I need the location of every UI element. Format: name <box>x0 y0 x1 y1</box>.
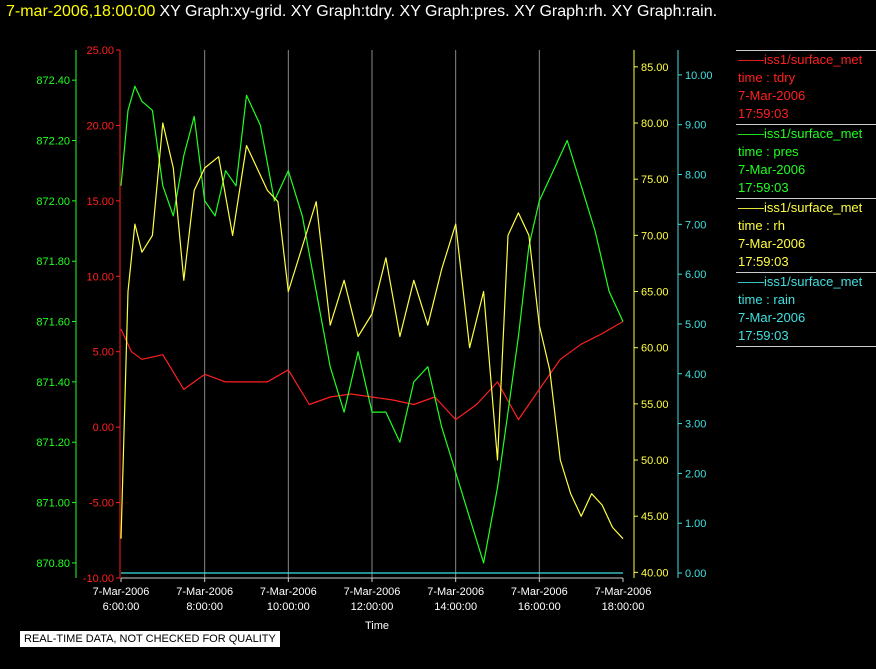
y-tick-label: 0.00 <box>93 422 114 434</box>
y-tick-label: 871.40 <box>36 377 70 389</box>
y-tick-label: 60.00 <box>641 343 669 355</box>
y-tick-label: 10.00 <box>86 271 114 283</box>
y-tick-label: 50.00 <box>641 455 669 467</box>
y-tick-label: 8.00 <box>685 170 706 182</box>
legend-variable: time : pres <box>738 144 799 159</box>
series-line-pres <box>120 85 624 564</box>
y-tick-label: 65.00 <box>641 287 669 299</box>
x-tick-label-time: 12:00:00 <box>351 601 394 613</box>
legend-series-name: ——iss1/surface_met <box>738 125 876 143</box>
series <box>120 85 624 574</box>
x-tick-label-date: 7-Mar-2006 <box>93 586 150 598</box>
y-tick-label: 1.00 <box>685 518 706 530</box>
y-axis-pres: 870.80 871.00 871.20 871.40 871.60 871.80 872.… <box>36 50 77 578</box>
x-axis: 7-Mar-2006 6:00:00 7-Mar-2006 8:00:00 7-Mar-… <box>93 577 652 632</box>
x-tick-label-time: 10:00:00 <box>267 601 310 613</box>
x-tick-label-date: 7-Mar-2006 <box>427 586 484 598</box>
y-tick-label: 871.80 <box>36 256 70 268</box>
x-tick-label-time: 8:00:00 <box>186 601 223 613</box>
x-tick-label-date: 7-Mar-2006 <box>595 586 652 598</box>
y-tick-label: 0.00 <box>685 568 706 580</box>
legend: ——iss1/surface_met time : tdry 7-Mar-200… <box>736 50 876 347</box>
legend-time: 17:59:03 <box>738 180 789 195</box>
legend-series-name: ——iss1/surface_met <box>738 199 876 217</box>
x-tick-label-time: 16:00:00 <box>518 601 561 613</box>
legend-item-pres: ——iss1/surface_met time : pres 7-Mar-200… <box>736 124 876 198</box>
x-tick-label-time: 18:00:00 <box>602 601 645 613</box>
y-tick-label: 80.00 <box>641 118 669 130</box>
legend-time: 17:59:03 <box>738 254 789 269</box>
legend-variable: time : rh <box>738 218 785 233</box>
quality-disclaimer: REAL-TIME DATA, NOT CHECKED FOR QUALITY <box>20 631 280 647</box>
legend-item-rh: ——iss1/surface_met time : rh 7-Mar-2006 … <box>736 198 876 272</box>
legend-time: 17:59:03 <box>738 106 789 121</box>
y-tick-label: -5.00 <box>89 498 114 510</box>
legend-time: 17:59:03 <box>738 328 789 343</box>
legend-line-swatch: —— <box>738 200 764 215</box>
y-tick-label: 5.00 <box>93 347 114 359</box>
legend-series-name: ——iss1/surface_met <box>738 51 876 69</box>
legend-label: iss1/surface_met <box>764 200 863 215</box>
y-axis-rain: 0.00 1.00 2.00 3.00 4.00 5.00 6.00 7.00 8.00 9.00… <box>677 50 713 580</box>
timestamp: 7-mar-2006,18:00:00 <box>6 3 156 20</box>
x-tick-label-time: 14:00:00 <box>434 601 477 613</box>
y-tick-label: 872.40 <box>36 75 70 87</box>
legend-item-rain: ——iss1/surface_met time : rain 7-Mar-200… <box>736 272 876 347</box>
y-tick-label: 7.00 <box>685 219 706 231</box>
y-tick-label: 20.00 <box>86 120 114 132</box>
y-tick-label: 9.00 <box>685 120 706 132</box>
series-line-rh <box>120 122 624 540</box>
y-tick-label: 3.00 <box>685 419 706 431</box>
legend-date: 7-Mar-2006 <box>738 236 806 251</box>
y-tick-label: 871.60 <box>36 317 70 329</box>
legend-label: iss1/surface_met <box>764 52 863 67</box>
title-bar: 7-mar-2006,18:00:00 XY Graph:xy-grid. XY … <box>6 3 717 21</box>
y-axis-rh: 40.00 45.00 50.00 55.00 60.00 65.00 70.00 75.00… <box>633 50 669 579</box>
y-tick-label: 55.00 <box>641 399 669 411</box>
y-tick-label: 6.00 <box>685 269 706 281</box>
legend-date: 7-Mar-2006 <box>738 310 806 325</box>
axes: 870.80 871.00 871.20 871.40 871.60 871.80 872.… <box>36 45 712 585</box>
y-axis-tdry: -10.00 -5.00 0.00 5.00 10.00 15.00 20.00 25.00 <box>83 45 121 585</box>
series-line-tdry <box>120 320 624 421</box>
x-axis-label: Time <box>365 620 389 632</box>
legend-line-swatch: —— <box>738 274 764 289</box>
legend-item-tdry: ——iss1/surface_met time : tdry 7-Mar-200… <box>736 50 876 124</box>
x-tick-label-date: 7-Mar-2006 <box>511 586 568 598</box>
y-tick-label: 85.00 <box>641 62 669 74</box>
legend-line-swatch: —— <box>738 52 764 67</box>
x-tick-label-time: 6:00:00 <box>103 601 140 613</box>
legend-variable: time : tdry <box>738 70 796 85</box>
legend-line-swatch: —— <box>738 126 764 141</box>
y-tick-label: 70.00 <box>641 230 669 242</box>
y-tick-label: 15.00 <box>86 196 114 208</box>
legend-label: iss1/surface_met <box>764 274 863 289</box>
legend-date: 7-Mar-2006 <box>738 88 806 103</box>
y-tick-label: 4.00 <box>685 369 706 381</box>
graph-titles: XY Graph:xy-grid. XY Graph:tdry. XY Grap… <box>159 3 718 20</box>
legend-label: iss1/surface_met <box>764 126 863 141</box>
y-tick-label: 25.00 <box>86 45 114 57</box>
y-tick-label: 45.00 <box>641 511 669 523</box>
y-tick-label: 872.00 <box>36 196 70 208</box>
x-tick-label-date: 7-Mar-2006 <box>344 586 401 598</box>
x-tick-label-date: 7-Mar-2006 <box>176 586 233 598</box>
y-tick-label: 870.80 <box>36 558 70 570</box>
x-tick-label-date: 7-Mar-2006 <box>260 586 317 598</box>
y-tick-label: 75.00 <box>641 174 669 186</box>
legend-date: 7-Mar-2006 <box>738 162 806 177</box>
y-tick-label: 2.00 <box>685 468 706 480</box>
legend-variable: time : rain <box>738 292 796 307</box>
y-tick-label: 872.20 <box>36 136 70 148</box>
y-tick-label: 871.00 <box>36 498 70 510</box>
y-tick-label: 40.00 <box>641 567 669 579</box>
y-tick-label: 5.00 <box>685 319 706 331</box>
y-tick-label: 10.00 <box>685 70 713 82</box>
legend-series-name: ——iss1/surface_met <box>738 273 876 291</box>
y-tick-label: 871.20 <box>36 437 70 449</box>
y-tick-label: -10.00 <box>83 573 114 585</box>
